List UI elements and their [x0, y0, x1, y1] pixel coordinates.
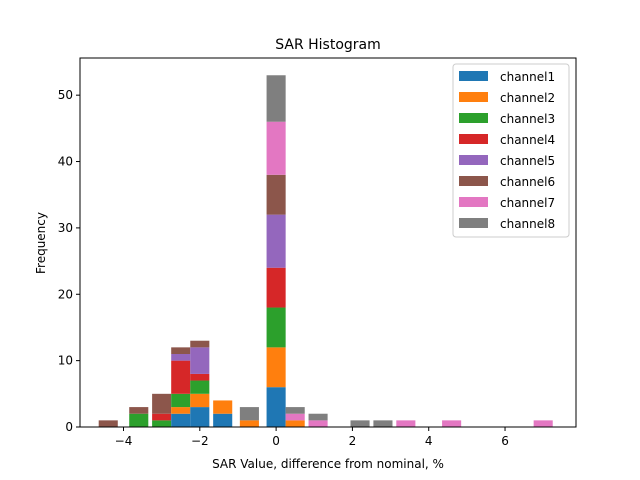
bar-channel6-bin-4: [190, 340, 210, 348]
legend-box: [452, 63, 570, 238]
bar-channel8-bin-9: [308, 413, 328, 421]
bar-channel1-bin-4: [190, 407, 210, 427]
legend-label-channel2: channel2: [500, 91, 555, 105]
bar-channel4-bin-3: [171, 360, 191, 394]
legend-swatch-channel8: [459, 218, 488, 228]
bar-channel2-bin-3: [171, 407, 191, 414]
bar-channel2-bin-7: [266, 347, 286, 388]
bar-channel7-bin-12: [396, 420, 416, 427]
bar-channel7-bin-8: [285, 413, 305, 421]
legend-swatch-channel1: [459, 71, 488, 81]
y-tick-label: 20: [58, 287, 73, 301]
plot-frame: [79, 57, 577, 428]
bar-channel6-bin-3: [171, 347, 191, 354]
y-tick-label: 50: [58, 88, 73, 102]
chart-title: SAR Histogram: [275, 37, 381, 53]
legend-swatch-channel7: [459, 197, 488, 207]
y-tick-label: 0: [65, 420, 73, 434]
bar-channel4-bin-4: [190, 373, 210, 381]
bar-channel5-bin-3: [171, 354, 191, 361]
x-tick-label: −2: [191, 434, 209, 448]
bar-channel4-bin-7: [266, 267, 286, 308]
legend-swatch-channel2: [459, 92, 488, 102]
legend-label-channel3: channel3: [500, 112, 555, 126]
x-tick-label: 4: [425, 434, 433, 448]
bar-channel7-bin-13: [442, 420, 462, 427]
x-tick-label: 0: [272, 434, 280, 448]
bar-channel7-bin-7: [266, 121, 286, 175]
bar-channel6-bin-0: [98, 420, 118, 427]
y-axis-label: Frequency: [34, 212, 48, 274]
y-tick-label: 40: [58, 155, 73, 169]
legend-swatch-channel3: [459, 113, 488, 123]
bar-channel6-bin-2: [152, 393, 172, 414]
bar-channel7-bin-9: [308, 420, 328, 427]
legend-label-channel5: channel5: [500, 154, 555, 168]
x-tick-label: 6: [501, 434, 509, 448]
bar-channel8-bin-8: [285, 407, 305, 414]
bar-channel2-bin-4: [190, 393, 210, 408]
bar-channel3-bin-4: [190, 380, 210, 394]
x-tick-label: 2: [349, 434, 357, 448]
bar-channel8-bin-10: [350, 420, 370, 427]
legend-label-channel1: channel1: [500, 70, 555, 84]
bar-channel5-bin-4: [190, 347, 210, 374]
bar-channel2-bin-6: [239, 420, 259, 427]
legend-label-channel6: channel6: [500, 175, 555, 189]
bar-channel1-bin-5: [213, 413, 233, 427]
legend: channel1 channel2 channel3 channel4 channel5…: [452, 63, 570, 238]
bar-channel6-bin-7: [266, 174, 286, 215]
bar-channel4-bin-2: [152, 413, 172, 421]
legend-label-channel4: channel4: [500, 133, 555, 147]
y-tick-label: 30: [58, 221, 73, 235]
bar-channel5-bin-7: [266, 214, 286, 268]
bar-channel8-bin-6: [239, 407, 259, 421]
bar-channel8-bin-11: [373, 420, 393, 427]
bar-channel8-bin-7: [266, 75, 286, 122]
bar-channel3-bin-7: [266, 307, 286, 348]
y-axis-ticks: 0 10 20 30 40 50: [58, 88, 80, 434]
legend-label-channel8: channel8: [500, 217, 555, 231]
bar-channel1-bin-3: [171, 413, 191, 427]
y-tick-label: 10: [58, 354, 73, 368]
legend-swatch-channel5: [459, 155, 488, 165]
bar-channel6-bin-1: [129, 407, 149, 414]
bar-channel7-bin-14: [533, 420, 553, 427]
bar-channel2-bin-5: [213, 400, 233, 414]
x-axis-label: SAR Value, difference from nominal, %: [212, 457, 444, 471]
x-tick-label: −4: [115, 434, 133, 448]
bars-group: [98, 75, 553, 427]
bar-channel3-bin-1: [129, 413, 149, 427]
legend-swatch-channel4: [459, 134, 488, 144]
legend-swatch-channel6: [459, 176, 488, 186]
bar-channel2-bin-8: [285, 420, 305, 427]
x-axis-ticks: −4 −2 0 2 4 6: [115, 427, 509, 448]
bar-channel3-bin-2: [152, 420, 172, 427]
legend-label-channel7: channel7: [500, 196, 555, 210]
bar-channel1-bin-7: [266, 387, 286, 427]
bar-channel3-bin-3: [171, 393, 191, 408]
